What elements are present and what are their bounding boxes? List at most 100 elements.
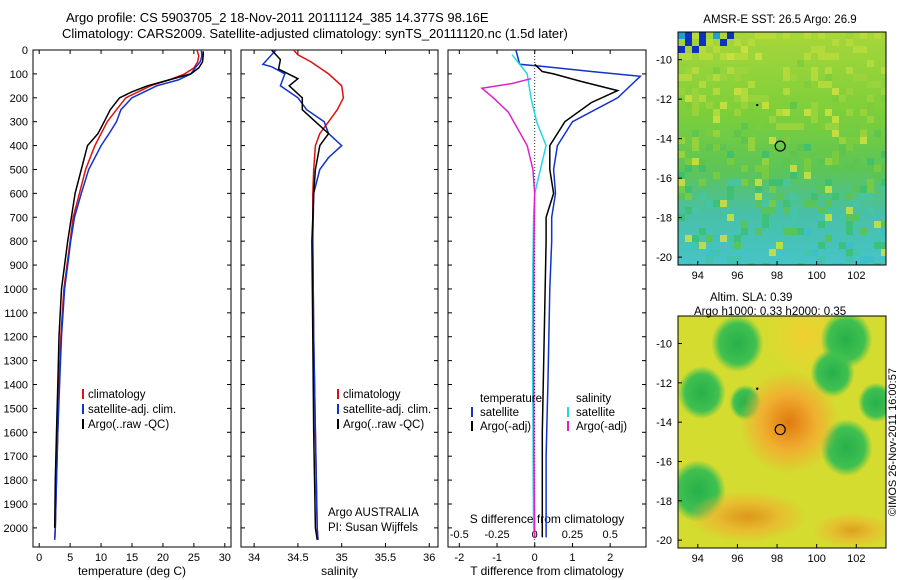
sst-pixel — [860, 137, 867, 144]
panel-salinity: 34 34.5 35 35.5 36 salinity climatology satelli… — [240, 49, 439, 578]
sst-pixel — [839, 144, 846, 151]
sst-pixel — [727, 214, 734, 221]
sst-pixel — [804, 109, 811, 116]
sst-pixel — [874, 32, 881, 39]
sst-pixel — [846, 144, 853, 151]
sst-pixel — [748, 263, 755, 265]
y-tick-label: 1500 — [4, 403, 28, 415]
series-line-1 — [53, 50, 203, 540]
sst-pixel — [825, 186, 832, 193]
sst-pixel — [790, 123, 797, 130]
legend-label: satellite — [480, 407, 519, 419]
sst-pixel — [699, 242, 706, 249]
sst-pixel — [853, 186, 860, 193]
sst-pixel — [846, 214, 853, 221]
map-x-tick-label: 102 — [847, 270, 865, 282]
sst-pixel — [692, 102, 699, 109]
sst-pixel — [692, 242, 699, 249]
sst-pixel — [846, 228, 853, 235]
y-tick-label: 1300 — [4, 356, 28, 368]
figure-title-line1: Argo profile: CS 5903705_2 18-Nov-2011 2… — [66, 10, 489, 25]
sst-pixel — [811, 109, 818, 116]
sst-pixel — [804, 81, 811, 88]
sla-high-region — [738, 370, 839, 475]
sst-pixel — [727, 179, 734, 186]
sst-pixel — [734, 109, 741, 116]
sst-pixel — [706, 249, 713, 256]
sst-pixel — [776, 193, 783, 200]
sst-pixel — [685, 158, 692, 165]
map-y-tick-label: -18 — [656, 213, 672, 225]
sst-pixel — [699, 158, 706, 165]
sst-pixel — [790, 214, 797, 221]
sst-pixel — [678, 137, 685, 144]
sst-pixel — [783, 67, 790, 74]
sst-pixel — [825, 214, 832, 221]
sst-pixel — [685, 207, 692, 214]
x-tick-label: 36 — [423, 552, 435, 564]
x-axis-label: T difference from climatology — [470, 564, 624, 578]
sst-pixel — [783, 109, 790, 116]
sst-pixel — [846, 39, 853, 46]
sst-pixel — [811, 74, 818, 81]
y-tick-label: 900 — [10, 260, 28, 272]
sst-pixel — [727, 263, 734, 265]
y-tick-label: 2000 — [4, 523, 28, 535]
sst-pixel — [741, 137, 748, 144]
plot-frame — [240, 49, 439, 548]
series-line-1 — [534, 63, 620, 538]
sst-pixel — [776, 123, 783, 130]
sla-high-region — [812, 512, 886, 548]
panel-temperature: 0100200300400500600700800900100011001200… — [4, 45, 232, 578]
sst-pixel — [762, 95, 769, 102]
series-group — [261, 50, 345, 540]
sst-pixel — [790, 228, 797, 235]
sst-pixel — [762, 200, 769, 207]
x-tick-label: 1 — [569, 552, 575, 564]
sst-pixel — [769, 249, 776, 256]
sst-pixel — [734, 39, 741, 46]
y-tick-label: 500 — [10, 164, 28, 176]
sst-pixel — [846, 221, 853, 228]
sst-pixel — [825, 81, 832, 88]
sst-pixel — [867, 186, 874, 193]
x-tick-label: 10 — [95, 552, 107, 564]
sst-pixel — [713, 116, 720, 123]
sla-high-region — [687, 490, 808, 543]
sst-pixel — [783, 137, 790, 144]
sst-pixel — [699, 53, 706, 60]
sst-pixel — [797, 60, 804, 67]
sst-pixel — [755, 53, 762, 60]
sst-pixel — [706, 130, 713, 137]
sst-pixel — [769, 137, 776, 144]
sst-pixel — [762, 165, 769, 172]
x-tick-label: -1 — [492, 552, 502, 564]
sst-pixel — [734, 88, 741, 95]
sst-pixel — [685, 39, 692, 46]
sst-pixel — [692, 88, 699, 95]
sst-pixel — [713, 74, 720, 81]
sst-pixel — [748, 81, 755, 88]
sst-pixel — [734, 242, 741, 249]
sst-pixel — [804, 249, 811, 256]
sst-pixel — [762, 46, 769, 53]
x-tick-label: 34.5 — [287, 552, 308, 564]
sst-pixel — [692, 109, 699, 116]
legend-heading: temperature — [480, 393, 542, 405]
sst-pixel — [881, 249, 886, 256]
s-tick-label: -0.25 — [484, 529, 509, 541]
sst-pixel — [860, 228, 867, 235]
sst-pixel — [853, 221, 860, 228]
sst-pixel — [720, 235, 727, 242]
sst-pixel — [678, 53, 685, 60]
sst-pixel — [804, 165, 811, 172]
sst-pixel — [825, 123, 832, 130]
x-tick-label: 0 — [532, 552, 538, 564]
y-tick-label: 1600 — [4, 427, 28, 439]
sst-pixel — [874, 221, 881, 228]
sst-pixel — [839, 151, 846, 158]
sst-pixel — [790, 193, 797, 200]
sst-pixel — [741, 179, 748, 186]
x-tick-label: 2 — [607, 552, 613, 564]
sst-pixel — [685, 67, 692, 74]
